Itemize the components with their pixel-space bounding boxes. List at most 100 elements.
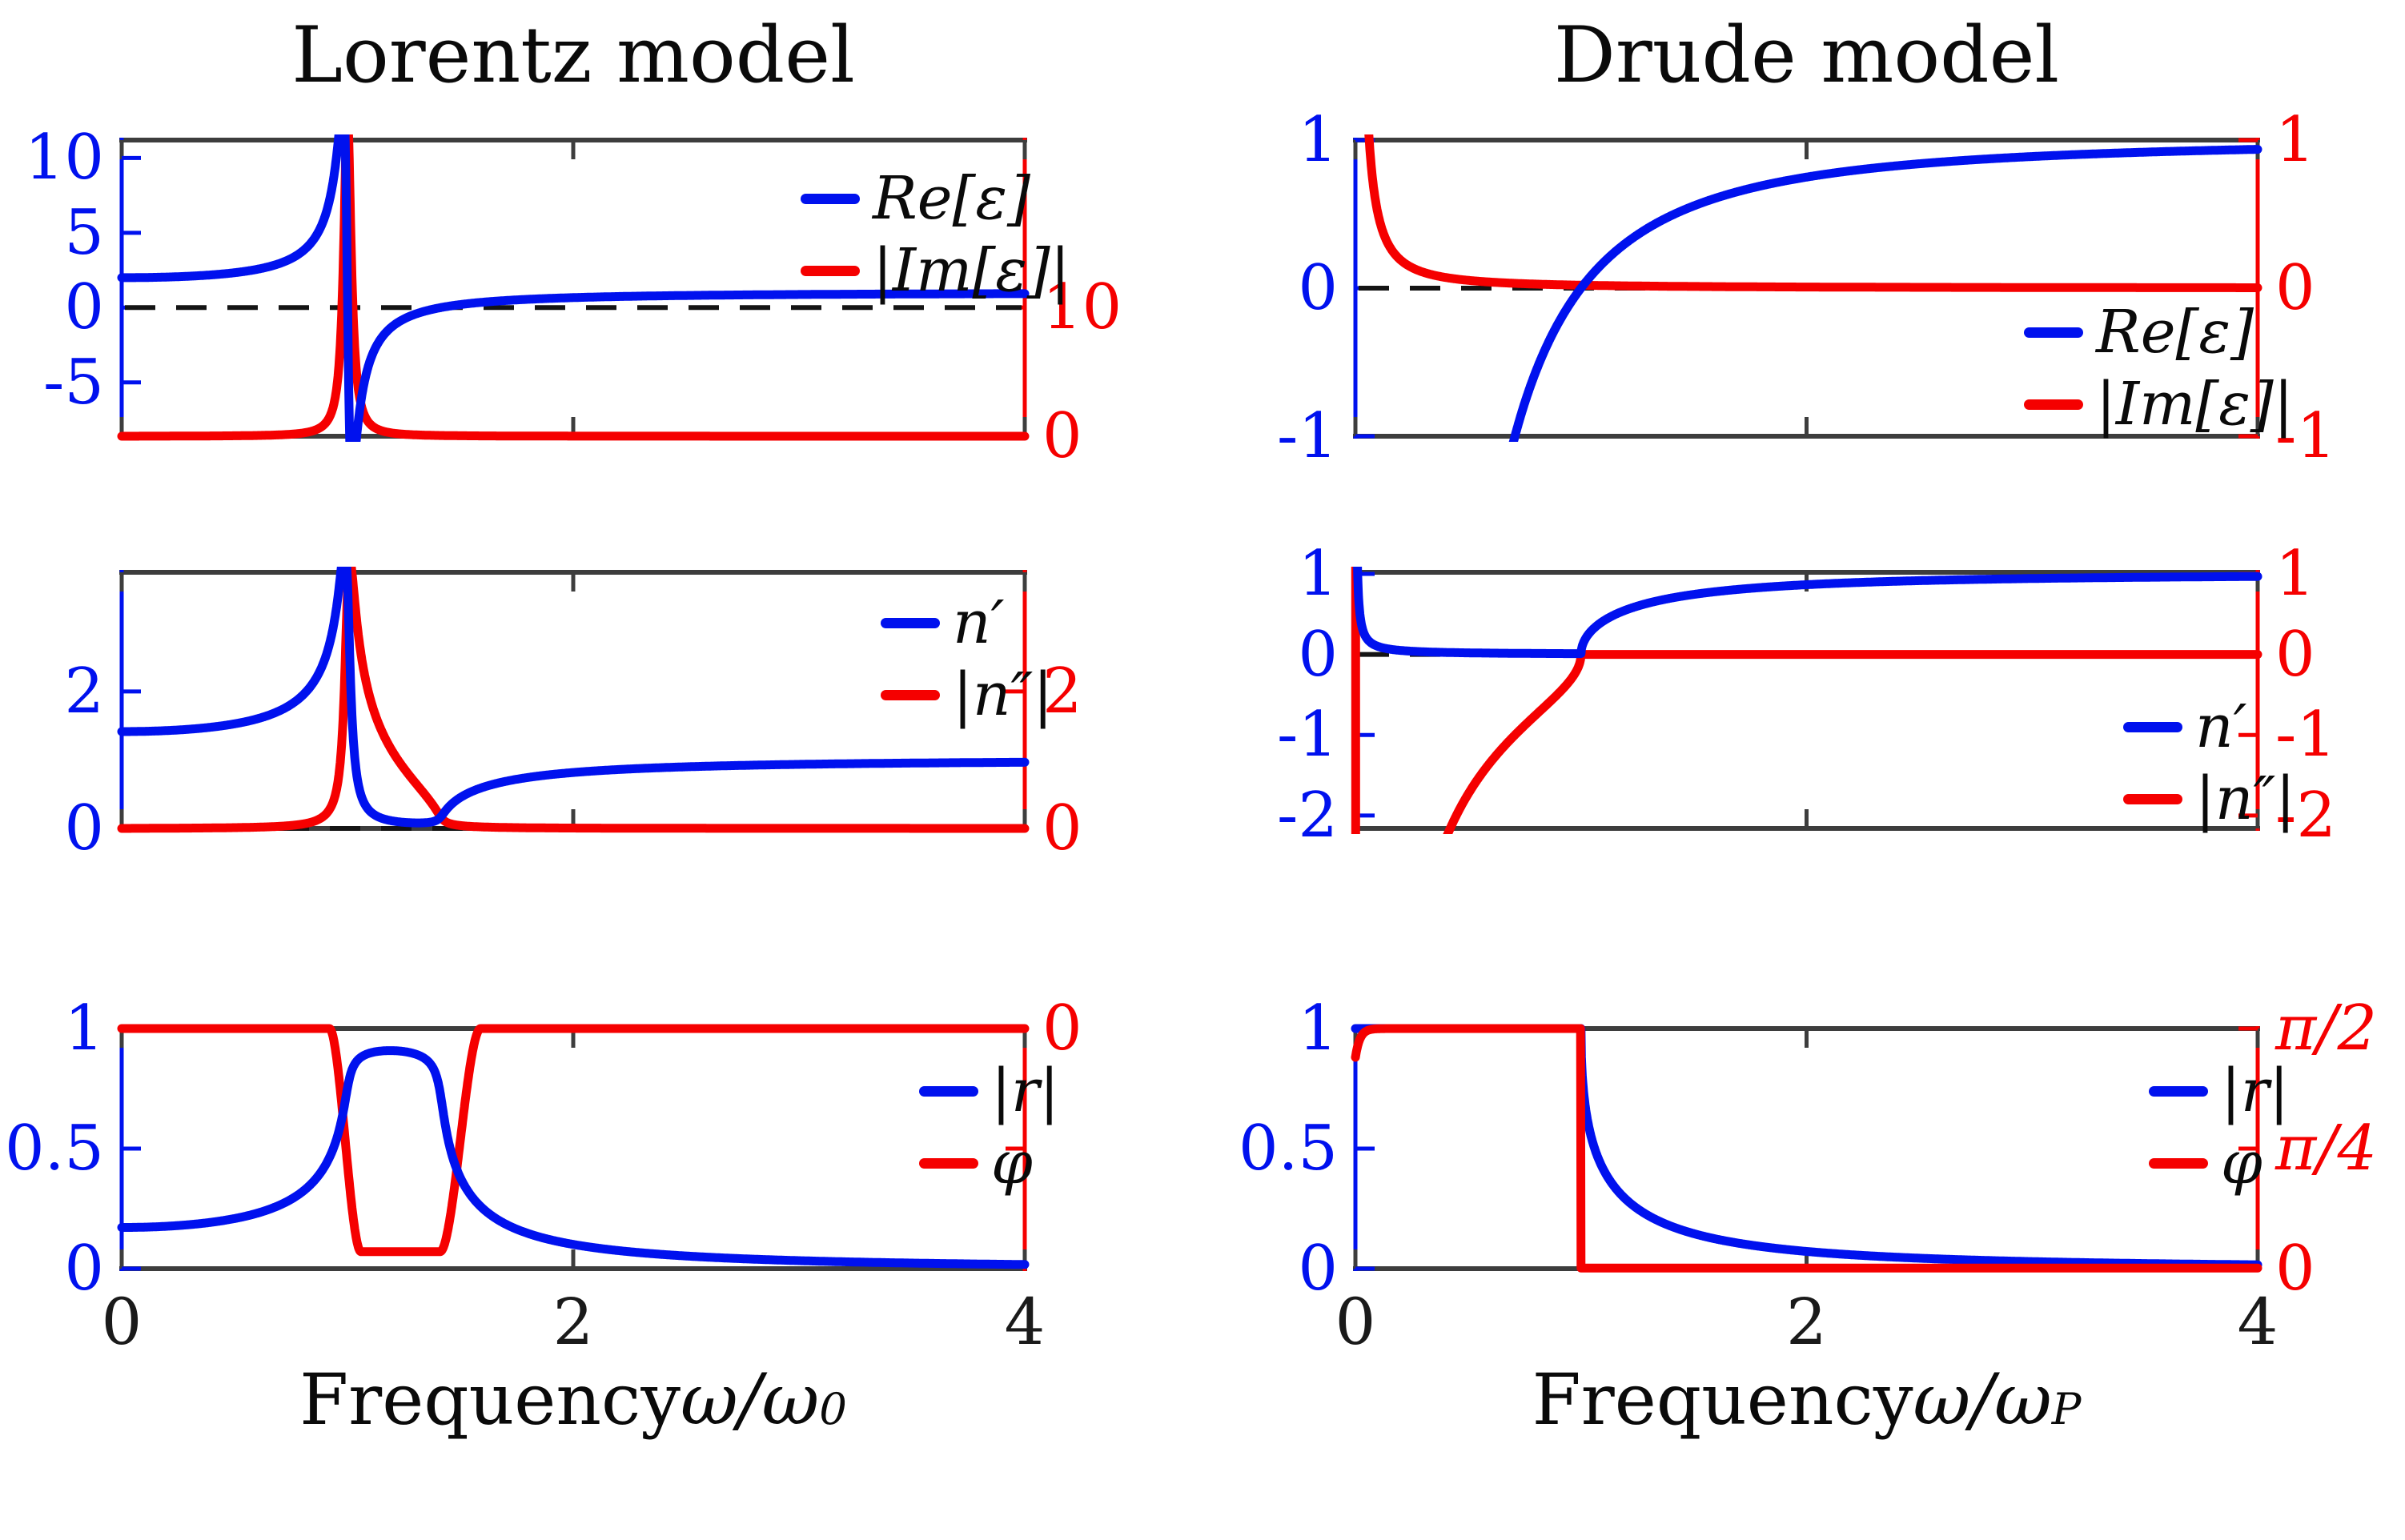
- panel-lorentz-permittivity: [117, 134, 1030, 442]
- legend-line-swatch: [2123, 721, 2182, 732]
- legend-item: n′: [881, 583, 1004, 663]
- y-tick-label: 1: [1298, 538, 1338, 610]
- y-tick-label: 1: [64, 993, 104, 1065]
- panel-drude-permittivity: [1353, 134, 2262, 442]
- curve-im-eps-abs: [117, 134, 1030, 441]
- y-tick-label: -2: [1277, 779, 1338, 852]
- legend-line-swatch: [919, 1157, 978, 1169]
- column-title: Lorentz model: [291, 10, 855, 100]
- curve-n-re: [1353, 567, 2262, 659]
- curve-re-eps: [1508, 145, 2262, 442]
- x-axis-label-text: Frequency: [1532, 1358, 1913, 1441]
- y-tick-label: 1: [1298, 104, 1338, 176]
- y-tick-label: -2: [2275, 779, 2336, 852]
- panel-drude-reflection: [1351, 1024, 2262, 1273]
- curve-r-abs: [1351, 1024, 2262, 1269]
- legend-label: φ: [2221, 1129, 2262, 1197]
- legend-label: Re[ε]: [873, 164, 1030, 233]
- legend-item: Re[ε]: [801, 158, 1030, 239]
- legend-label: |n″|: [953, 660, 1054, 729]
- legend-label: |Im[ε]|: [2096, 370, 2294, 439]
- curve-phase: [1351, 1024, 2262, 1273]
- panel-drude-refractive-index: [1351, 567, 2262, 834]
- legend-label: |r|: [2221, 1057, 2290, 1125]
- curve-n-im-neg: [1351, 567, 2262, 834]
- legend-item: |r|: [919, 1051, 1059, 1131]
- y-tick-label: 2: [64, 655, 104, 728]
- x-tick-label: 4: [2237, 1284, 2279, 1359]
- x-axis-label-subscript: 0: [819, 1383, 847, 1434]
- legend-item: φ: [919, 1123, 1033, 1203]
- legend-line-swatch: [801, 265, 860, 276]
- y-tick-label: 0: [1298, 1233, 1338, 1305]
- x-axis-label-math: ω/ω: [1913, 1358, 2052, 1441]
- y-tick-label: 0: [64, 271, 104, 344]
- y-tick-label: -1: [1277, 400, 1338, 472]
- y-tick-label: 1: [2275, 538, 2315, 610]
- y-tick-label: 0.5: [1238, 1113, 1338, 1185]
- legend-line-swatch: [881, 617, 940, 628]
- y-tick-label: 0: [1042, 792, 1082, 864]
- legend-label: |n″|: [2195, 764, 2296, 833]
- legend-item: n′: [2123, 687, 2246, 767]
- panel-lorentz-reflection: [117, 1024, 1030, 1271]
- y-tick-label: 0: [1298, 618, 1338, 691]
- legend-line-swatch: [2024, 327, 2083, 338]
- legend-label: Re[ε]: [2096, 298, 2254, 367]
- x-axis-label-text: Frequency: [299, 1358, 681, 1441]
- legend-label: n′: [2195, 692, 2247, 761]
- y-tick-label: 10: [24, 122, 104, 195]
- y-tick-label: 0: [1042, 400, 1082, 472]
- y-tick-label: 2: [1042, 655, 1082, 728]
- y-tick-label: -5: [43, 346, 104, 419]
- curve-re-eps: [117, 134, 1030, 442]
- legend-line-swatch: [801, 193, 860, 204]
- column-title: Drude model: [1553, 10, 2060, 100]
- x-tick-label: 2: [1786, 1284, 1827, 1359]
- x-axis-label-math: ω/ω: [681, 1358, 820, 1441]
- y-tick-label: -1: [2275, 400, 2336, 472]
- y-tick-label: 1: [2275, 104, 2315, 176]
- legend-line-swatch: [2024, 399, 2083, 410]
- legend-line-swatch: [2149, 1157, 2208, 1169]
- y-tick-label: 0: [64, 792, 104, 864]
- legend-line-swatch: [919, 1085, 978, 1097]
- y-tick-label: -1: [1277, 699, 1338, 772]
- y-tick-label: 0: [2275, 618, 2315, 691]
- y-tick-label: π/4: [2275, 1113, 2378, 1185]
- y-tick-label: 0.5: [4, 1113, 104, 1185]
- curve-r-abs: [117, 1046, 1030, 1269]
- legend-item: |Im[ε]|: [2024, 364, 2294, 444]
- x-axis-label-subscript: P: [2051, 1383, 2082, 1434]
- legend-label: φ: [991, 1129, 1033, 1197]
- legend-line-swatch: [881, 689, 940, 700]
- curve-im-eps-abs: [1364, 134, 2262, 292]
- x-axis-label: Frequency ω/ω P: [1355, 1351, 2258, 1447]
- x-tick-label: 0: [101, 1284, 143, 1359]
- curve-phase: [117, 1024, 1030, 1257]
- legend-item: |n″|: [881, 655, 1053, 735]
- x-tick-label: 2: [552, 1284, 594, 1359]
- y-tick-label: 0: [2275, 252, 2315, 324]
- y-tick-label: 1: [1298, 993, 1338, 1065]
- curve-n-re: [117, 567, 1030, 828]
- legend-line-swatch: [2123, 793, 2182, 804]
- curve-n-im-abs: [117, 567, 1030, 833]
- x-tick-label: 4: [1004, 1284, 1046, 1359]
- x-axis-label: Frequency ω/ω 0: [122, 1351, 1025, 1447]
- y-tick-label: 0: [1298, 252, 1338, 324]
- y-tick-label: 0: [64, 1233, 104, 1305]
- legend-line-swatch: [2149, 1085, 2208, 1097]
- y-tick-label: 0: [2275, 1233, 2315, 1305]
- legend-label: n′: [953, 588, 1005, 657]
- legend-item: |r|: [2149, 1051, 2289, 1131]
- y-tick-label: -1: [2275, 699, 2336, 772]
- y-tick-label: 5: [64, 196, 104, 269]
- legend-label: |Im[ε]|: [873, 236, 1070, 305]
- legend-item: φ: [2149, 1123, 2262, 1203]
- legend-item: |Im[ε]|: [801, 231, 1070, 311]
- legend-item: |n″|: [2123, 759, 2295, 839]
- y-tick-label: 0: [1042, 993, 1082, 1065]
- panel-lorentz-refractive-index: [117, 567, 1030, 833]
